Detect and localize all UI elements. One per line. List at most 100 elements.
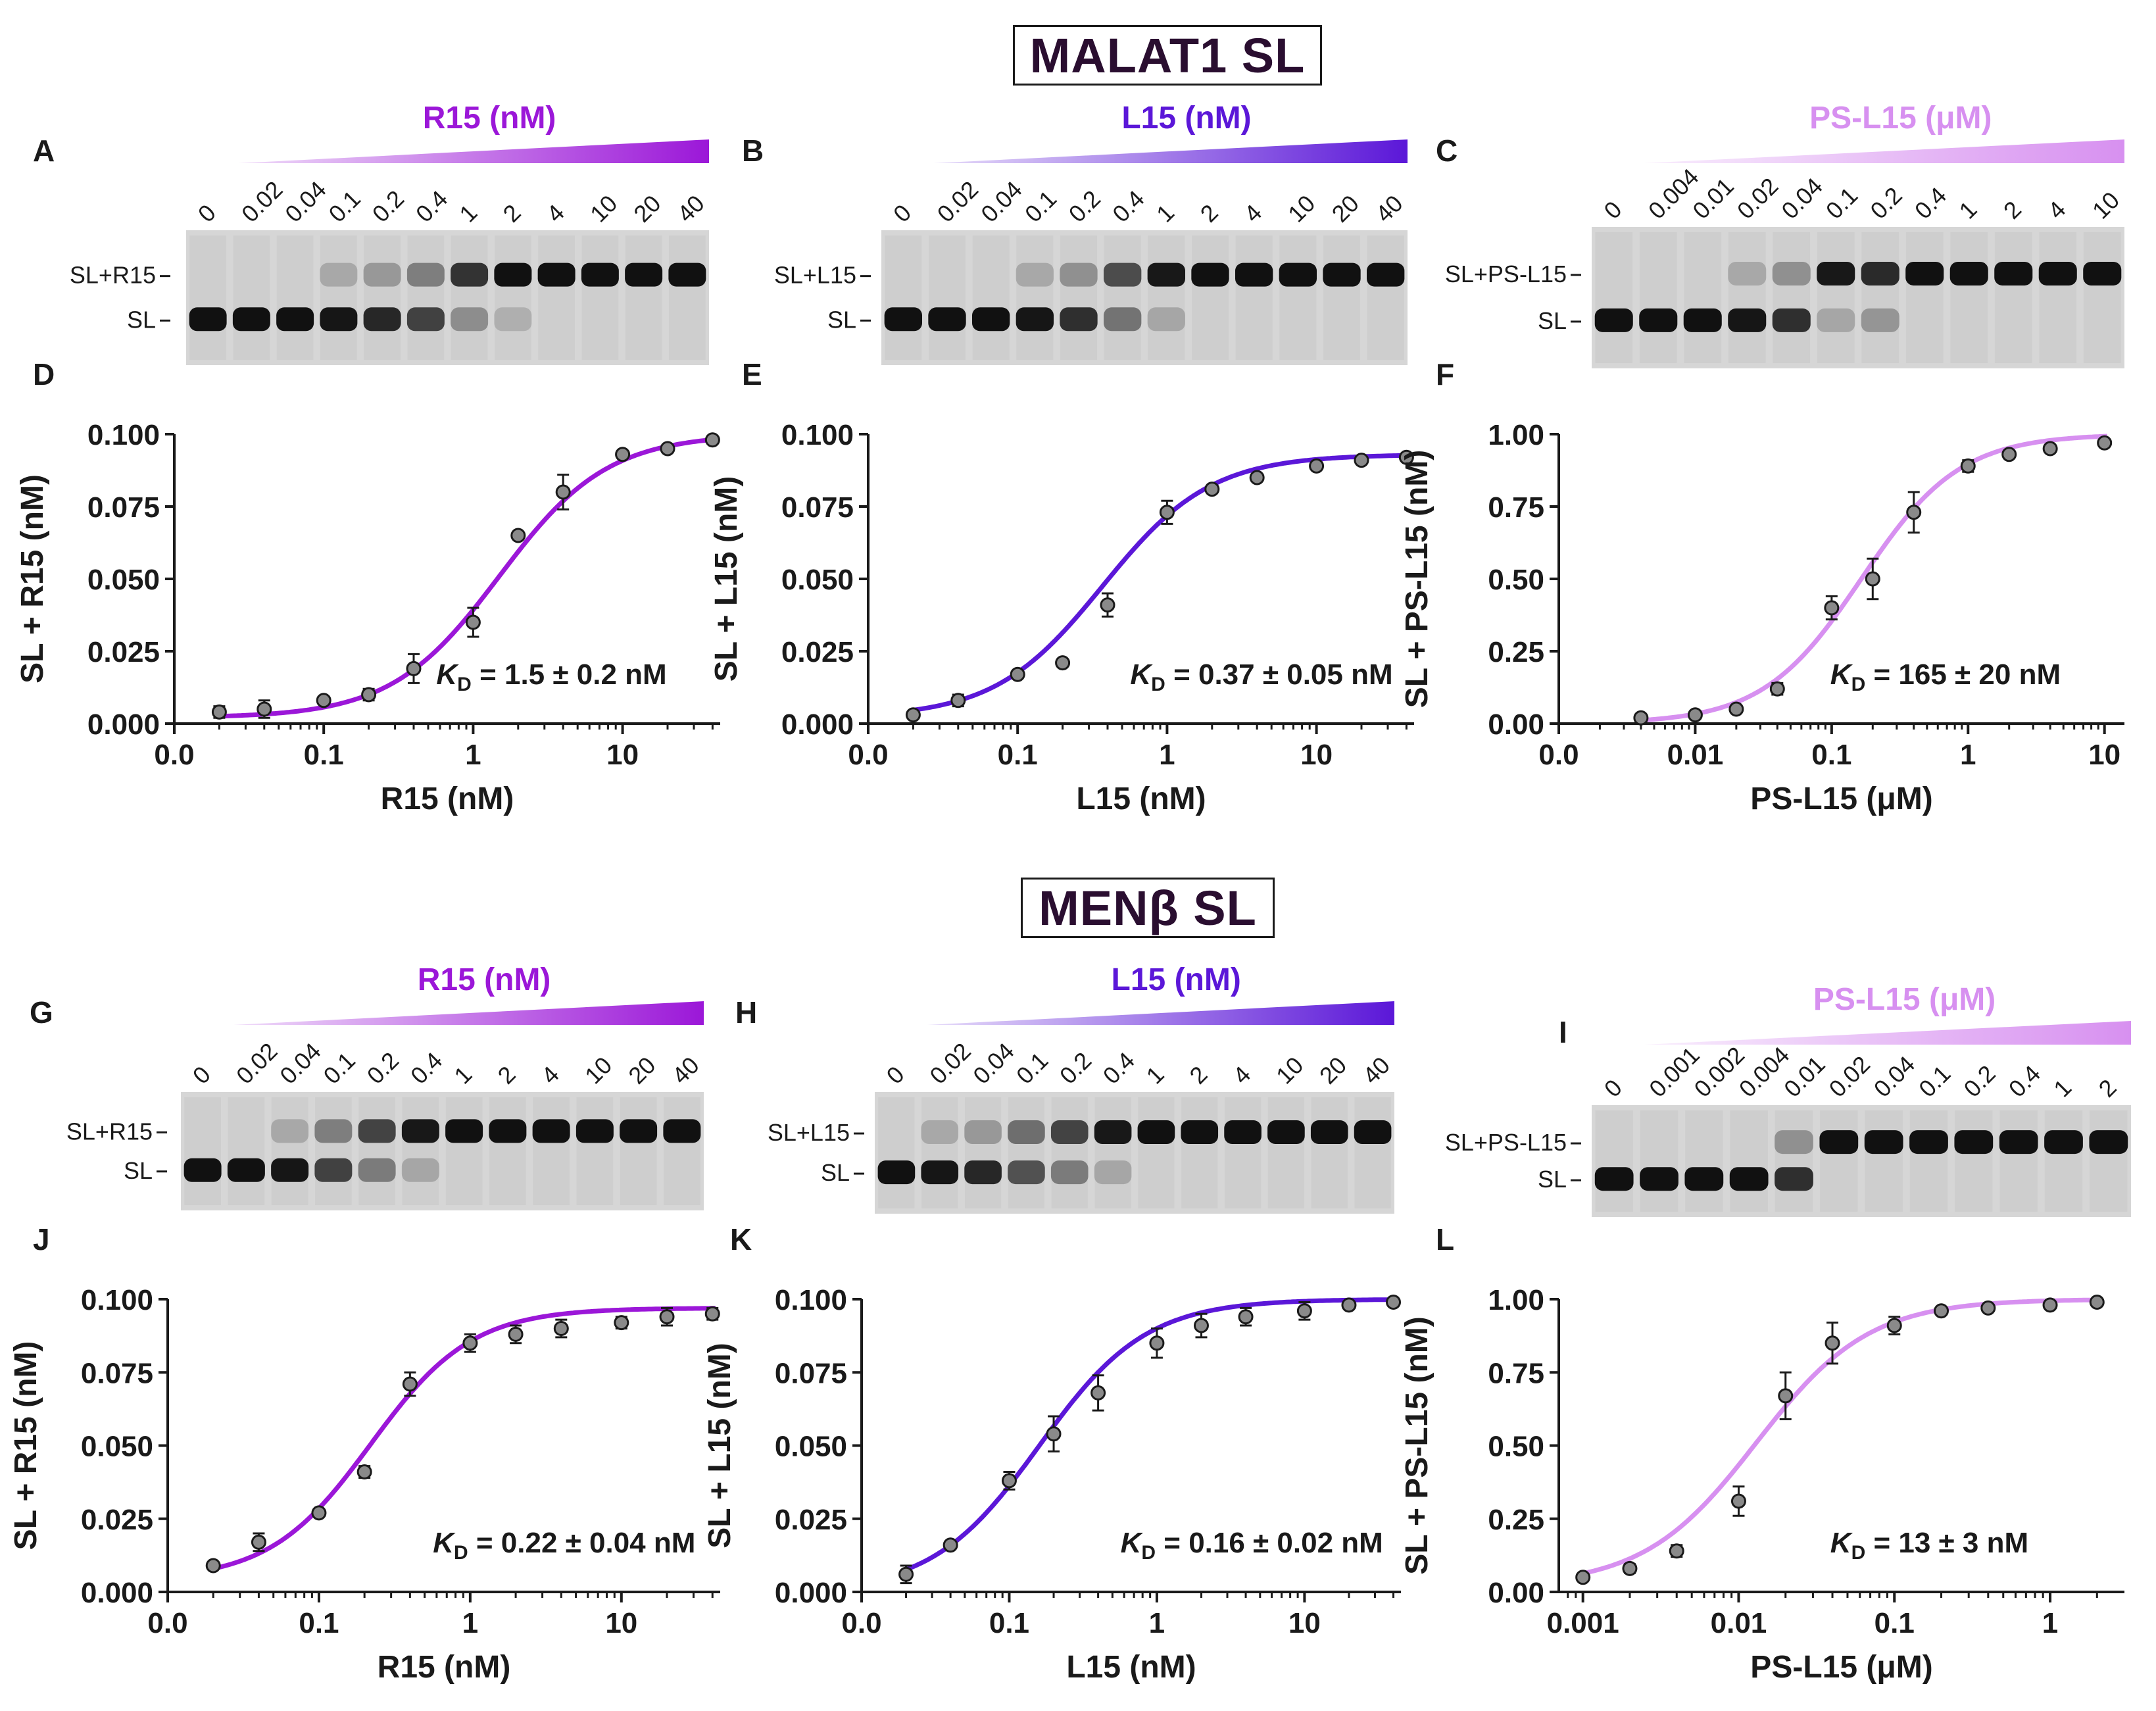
gel-band-complex [1137,1120,1175,1145]
lane-label: 20 [1327,189,1364,227]
lane-label: 40 [672,189,710,227]
gel-lane-background [315,1097,352,1205]
kd-subscript: D [1851,674,1866,695]
free-band-label: SL [124,1157,153,1184]
kd-annotation: KD = 0.16 ± 0.02 nM [1121,1527,1383,1564]
lane-label: 0 [881,1061,910,1089]
x-tick-label: 0.1 [998,739,1038,771]
gel-band-complex [1235,262,1273,287]
y-tick-label: 0.75 [1488,491,1544,524]
gel-image-B [881,230,1408,365]
gel-band-free [1147,307,1185,332]
y-tick-label: 0.050 [775,1431,847,1463]
lane-label: 0.02 [231,1037,283,1089]
gel-band-complex [320,262,358,287]
kd-value: = 0.16 ± 0.02 nM [1156,1527,1383,1559]
free-band-label: SL [1538,1166,1567,1193]
fit-curve [216,437,716,719]
fit-curve [209,1306,716,1572]
data-point [1825,1335,1840,1351]
data-point [1341,1297,1357,1313]
gel-header-B: L15 (nM) [1121,101,1251,136]
gel-lane-background [184,1097,221,1205]
gel-image-A [186,230,709,365]
lane-label: 4 [2042,196,2070,224]
y-tick-label: 0.00 [1488,708,1544,741]
data-point [356,1464,372,1480]
lane-label: 0.04 [1869,1051,1921,1103]
y-tick-label: 0.050 [87,564,160,596]
data-point [1249,470,1265,485]
panel-letter-F: F [1436,357,1454,391]
gel-lane-background [1994,232,2032,363]
gel-band-free [884,307,922,332]
gel-band-free [1594,1167,1634,1191]
y-tick-label: 0.025 [81,1504,153,1536]
gel-lane-background [1595,1110,1633,1212]
y-tick-label: 0.100 [87,419,160,451]
gel-lane-background [1367,236,1404,360]
gel-lane-background [271,1097,308,1205]
data-point [1633,710,1649,726]
gel-lane-background [620,1097,657,1205]
gel-image-I [1592,1105,2131,1217]
section-title-malat1: MALAT1 SL [1013,25,1322,86]
lane-label: 0.2 [362,1047,404,1089]
lane-label: 0.1 [1019,185,1062,227]
data-point [1055,655,1071,671]
lane-label: 0.004 [1643,163,1704,224]
data-point [1238,1309,1254,1325]
gel-image-G [181,1092,704,1210]
gel-band-complex [1909,1130,1948,1154]
lane-label: 0.1 [1821,182,1863,224]
gel-lane-background [1104,236,1141,360]
gel-band-free [1728,308,1767,332]
x-tick-label: 0.1 [989,1607,1029,1639]
concentration-wedge-B [934,139,1408,163]
lane-label: 10 [1283,189,1320,227]
lane-label: 0.4 [410,185,453,227]
lane-label: 0.4 [405,1047,447,1089]
gel-band-complex [445,1119,483,1143]
y-tick-label: 0.075 [81,1357,153,1389]
lane-label: 2 [498,199,526,228]
x-tick-label: 0.0 [841,1607,881,1639]
gel-band-complex [576,1119,614,1143]
y-axis-label: SL + PS-L15 (nM) [1400,1316,1434,1575]
gel-band-free [189,307,227,332]
gel-lane-background [1192,236,1229,360]
panel-letter-A: A [33,134,55,168]
data-point [2001,447,2017,462]
gel-band-complex [1016,262,1054,287]
data-point [361,687,377,703]
data-point [1575,1570,1591,1585]
concentration-wedge-I [1644,1021,2131,1045]
fit-curve [1579,1297,2100,1577]
x-tick-label: 0.001 [1547,1607,1619,1639]
gel-panel-H: H L15 (nM) 0 0.020.040.1 0.2 0.4 1 2 4 10 20 40 SL+L… [735,962,1395,1214]
data-point [1296,1303,1312,1319]
gel-band-complex [1104,262,1142,287]
gel-band-complex [668,262,706,287]
kd-subscript: D [1851,1542,1866,1564]
x-tick-label: 1 [462,1607,478,1639]
x-tick-label: 0.0 [1538,739,1579,771]
gel-lane-background [625,236,662,360]
gel-lane-background [1094,1097,1131,1208]
gel-lane-background [1909,1110,1948,1212]
data-point [704,432,720,448]
gel-lane-background [1817,232,1855,363]
y-tick-label: 0.50 [1488,564,1544,596]
kd-value: = 0.37 ± 0.05 nM [1165,658,1393,691]
panel-letter-H: H [735,995,757,1029]
gel-lane-background [489,1097,526,1205]
concentration-wedge-H [927,1001,1394,1025]
gel-band-free [406,307,445,332]
lane-label: 4 [536,1061,564,1089]
data-point [1778,1388,1794,1404]
gel-lane-background [972,236,1010,360]
gel-band-free [494,307,532,332]
panel-letter-D: D [33,357,55,391]
gel-lane-background [921,1097,958,1208]
gel-lane-background [407,236,445,360]
